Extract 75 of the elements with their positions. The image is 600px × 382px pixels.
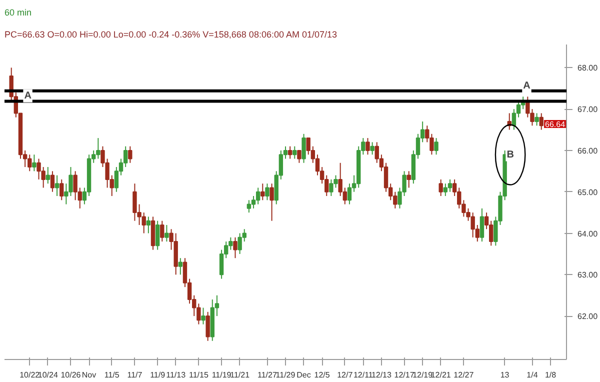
candlestick	[265, 183, 270, 201]
chart-subtitle: PC=66.63 O=0.00 Hi=0.00 Lo=0.00 -0.24 -0.36% V=158,668 08:06:00 AM 01/07/13	[4, 30, 338, 40]
x-tick-label: 11/21	[230, 370, 250, 380]
y-tick-label: 63.00	[578, 270, 598, 280]
candlestick	[443, 183, 448, 196]
candlestick	[160, 220, 164, 242]
candlestick	[480, 208, 484, 242]
candlestick	[539, 112, 544, 130]
candlestick	[114, 166, 119, 192]
candlestick	[60, 178, 64, 201]
candlestick	[370, 142, 374, 156]
x-tick-label: 11/27	[258, 370, 278, 380]
candlestick	[448, 178, 452, 192]
x-tick-label: 1/8	[544, 370, 557, 380]
x-tick-label: 1/4	[526, 370, 538, 380]
x-tick-label: 12/5	[314, 370, 330, 380]
x-tick-label: 12/11	[353, 370, 374, 380]
y-tick-label: 62.00	[578, 312, 598, 322]
chart-title: 60 min	[4, 8, 32, 18]
y-tick-label: 65.00	[578, 188, 598, 197]
y-tick-label: 66.00	[578, 146, 598, 156]
candlestick	[233, 236, 238, 259]
candlestick	[46, 166, 50, 184]
annotation: B	[506, 149, 514, 160]
y-tick-label: 67.00	[578, 105, 598, 114]
candlestick	[155, 220, 160, 250]
candlestick	[206, 311, 210, 342]
x-tick-label: 12/13	[371, 370, 392, 380]
candlestick	[251, 196, 256, 209]
candlestick	[128, 146, 132, 164]
y-tick-label: 68.00	[578, 64, 598, 73]
x-tick-label: 11/5	[104, 370, 120, 380]
candlestick	[54, 174, 60, 196]
candlestick	[384, 162, 388, 192]
candlestick	[434, 138, 438, 156]
x-tick-label: Dec	[296, 370, 311, 380]
x-tick-label: 11/29	[276, 370, 296, 380]
x-tick-label: 13	[500, 370, 510, 380]
annotation: A	[523, 80, 530, 92]
candlestick	[366, 138, 370, 156]
x-tick-label: 11/13	[166, 370, 186, 380]
candlestick	[438, 178, 443, 196]
candlestick	[246, 200, 252, 214]
candlestick	[219, 249, 224, 280]
candlestick	[288, 146, 292, 160]
x-tick-label: Nov	[82, 370, 96, 380]
x-tick-label: 11/15	[188, 370, 209, 380]
candlestick	[256, 187, 260, 205]
candlestick	[297, 150, 302, 164]
candlestick	[260, 183, 265, 201]
candlestick	[292, 146, 297, 160]
candlestick	[50, 170, 55, 192]
candlestick	[315, 154, 320, 176]
candlestick	[178, 258, 183, 276]
candlestick	[406, 170, 411, 188]
x-tick-label: 11/7	[127, 370, 143, 380]
x-tick-label: 12/27	[454, 370, 474, 380]
annotation: 66.64	[545, 120, 566, 129]
candlestick	[201, 307, 206, 325]
candlestick	[534, 112, 539, 126]
candlestick	[512, 108, 516, 130]
x-tick-label: 12/7	[337, 370, 354, 380]
candlestick	[146, 216, 151, 234]
x-tick-label: 10/26	[60, 370, 82, 380]
y-tick-label: 64.00	[578, 229, 598, 238]
candlestick	[123, 146, 128, 168]
x-tick-label: 10/24	[38, 370, 58, 380]
candlestick	[164, 224, 169, 242]
candlestick	[347, 183, 352, 205]
candlestick	[32, 154, 36, 172]
annotation: A	[24, 90, 32, 102]
x-tick-label: 11/9	[150, 370, 166, 380]
candlestick	[270, 183, 274, 222]
x-tick-label: 11/19	[212, 370, 232, 380]
candlestick	[302, 133, 306, 164]
